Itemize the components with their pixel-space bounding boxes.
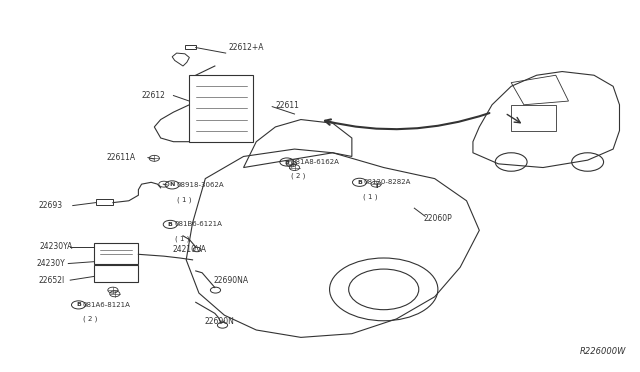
Text: 22690N: 22690N xyxy=(204,317,234,326)
Text: B: B xyxy=(76,302,81,307)
Text: 081A6-8121A: 081A6-8121A xyxy=(83,302,131,308)
Text: ( 1 ): ( 1 ) xyxy=(364,193,378,200)
Text: 081B6-6121A: 081B6-6121A xyxy=(175,221,223,227)
Text: 24230Y: 24230Y xyxy=(36,259,65,268)
Text: ( 2 ): ( 2 ) xyxy=(291,173,306,179)
Text: 22612: 22612 xyxy=(141,91,166,100)
Text: 22612+A: 22612+A xyxy=(229,43,264,52)
Text: 08120-8282A: 08120-8282A xyxy=(364,179,411,185)
Text: 081A8-6162A: 081A8-6162A xyxy=(291,159,339,165)
Text: ( 2 ): ( 2 ) xyxy=(83,316,97,322)
Text: ( 1 ): ( 1 ) xyxy=(175,235,189,242)
Text: ( 1 ): ( 1 ) xyxy=(177,196,191,203)
Text: 08918-3062A: 08918-3062A xyxy=(177,182,224,188)
Text: 24230YA: 24230YA xyxy=(40,242,73,251)
Text: 22652I: 22652I xyxy=(38,276,65,285)
Text: B: B xyxy=(168,222,173,227)
Text: 22690NA: 22690NA xyxy=(214,276,249,285)
Text: 22693: 22693 xyxy=(38,201,63,210)
Text: R226000W: R226000W xyxy=(579,347,626,356)
Text: 22611A: 22611A xyxy=(106,153,136,162)
Text: 24210VA: 24210VA xyxy=(172,246,206,254)
Text: N: N xyxy=(170,182,175,187)
Text: 22611: 22611 xyxy=(275,101,300,110)
Text: 22060P: 22060P xyxy=(424,214,452,222)
Text: B: B xyxy=(284,160,289,164)
Text: B: B xyxy=(357,180,362,185)
